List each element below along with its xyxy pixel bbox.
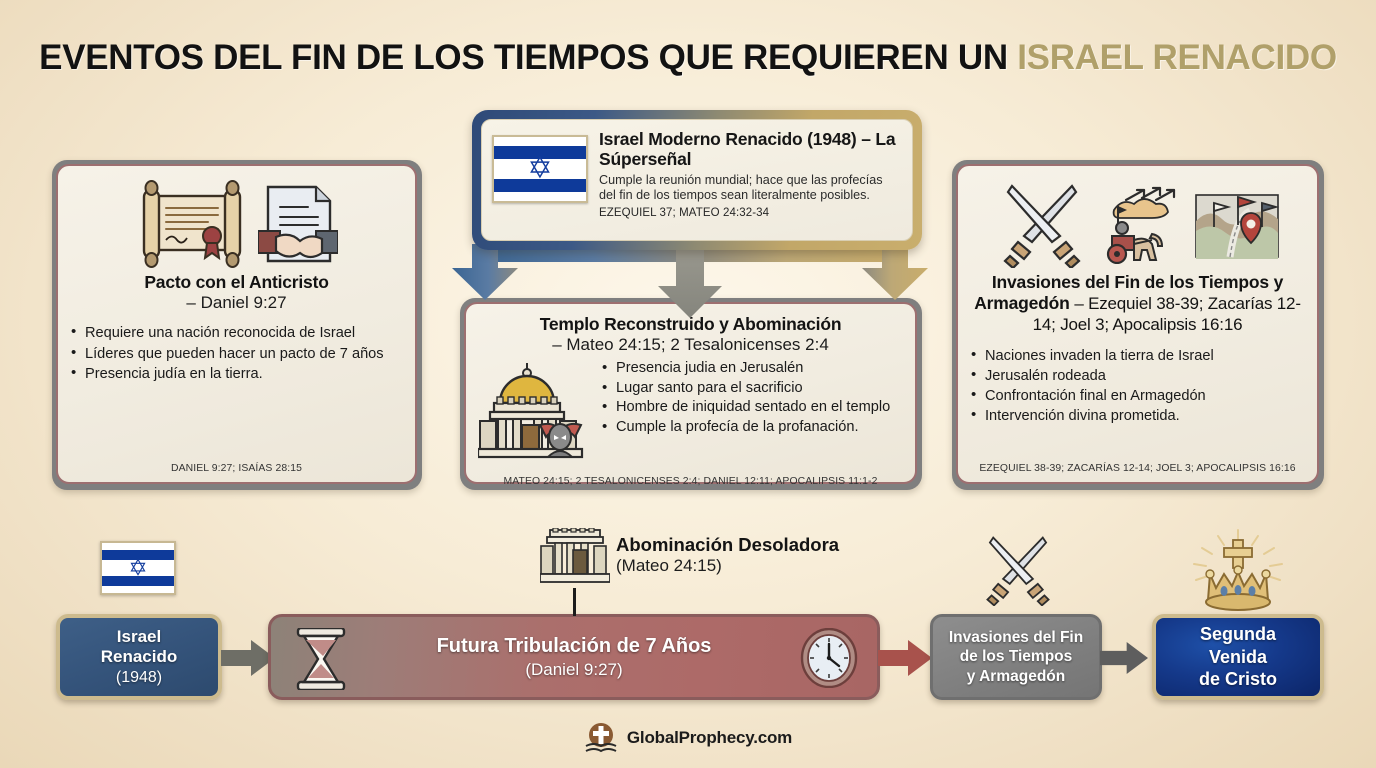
abomination-marker-line xyxy=(573,588,576,616)
abomination-title: Abominación Desoladora xyxy=(616,534,840,555)
footer-site-name: GlobalProphecy.com xyxy=(626,728,793,747)
card-heading: Invasiones del Fin de los Tiempos y Arma… xyxy=(970,272,1305,336)
timeline-invasiones-line2: de los Tiempos xyxy=(959,648,1073,666)
chariot-arrows-icon xyxy=(1106,186,1175,264)
hero-reference: EZEQUIEL 37; MATEO 24:32-34 xyxy=(599,206,770,219)
page-title-main: EVENTOS DEL FIN DE LOS TIEMPOS QUE REQUI… xyxy=(39,38,1018,77)
timeline-tribulation-label: Futura Tribulación de 7 Años xyxy=(436,634,712,657)
list-item: Requiere una nación reconocida de Israel xyxy=(70,322,403,343)
card-templo-reconstruido: Templo Reconstruido y Abominación – Mate… xyxy=(460,298,922,490)
map-flags-icon xyxy=(1194,194,1279,259)
footer: GlobalProphecy.com xyxy=(0,722,1376,754)
card-heading: Templo Reconstruido y Abominación xyxy=(539,314,842,334)
temple-dome-icon xyxy=(476,363,584,459)
timeline-invasiones-line3: y Armagedón xyxy=(966,667,1066,685)
list-item: Intervención divina prometida. xyxy=(970,405,1305,426)
card-bullets: Presencia judia en Jerusalén Lugar santo… xyxy=(594,358,903,438)
scroll-icon xyxy=(142,180,241,268)
card-bullets: Naciones invaden la tierra de Israel Jer… xyxy=(970,345,1305,457)
temple-icon xyxy=(540,528,610,583)
list-item: Naciones invaden la tierra de Israel xyxy=(970,345,1305,366)
list-item: Presencia judía en la tierra. xyxy=(70,363,403,384)
israel-flag-icon: ✡ xyxy=(492,135,588,203)
timeline-tribulation[interactable]: Futura Tribulación de 7 Años (Daniel 9:2… xyxy=(268,614,880,700)
timeline-arrow-3-icon xyxy=(1100,642,1148,674)
timeline-arrow-2-icon xyxy=(878,640,932,676)
demon-icon xyxy=(538,423,583,459)
hero-description: Cumple la reunión mundial; hace que las … xyxy=(599,172,883,203)
crown-cross-icon xyxy=(1193,529,1283,611)
list-item: Hombre de iniquidad sentado en el templo xyxy=(594,398,903,418)
timeline-israel-renacido[interactable]: Israel Renacido (1948) xyxy=(56,614,222,700)
hourglass-icon xyxy=(296,628,346,690)
globalprophecy-logo-icon xyxy=(585,723,617,753)
israel-flag-icon: ✡ xyxy=(100,541,176,595)
timeline-israel-year: (1948) xyxy=(115,668,163,686)
timeline-arrow-1-icon xyxy=(221,640,275,676)
card-heading: Pacto con el Anticristo xyxy=(144,272,329,292)
list-item: Lugar santo para el sacrificio xyxy=(594,378,903,399)
hero-title: Israel Moderno Renacido (1948) – La Súpe… xyxy=(599,129,896,170)
timeline-segunda-line1: Segunda xyxy=(1199,624,1276,645)
handshake-document-icon xyxy=(257,185,338,263)
list-item: Cumple la profecía de la profanación. xyxy=(594,417,903,438)
list-item: Presencia judia en Jerusalén xyxy=(594,358,903,379)
timeline-invasiones[interactable]: Invasiones del Fin de los Tiempos y Arma… xyxy=(930,614,1102,700)
card-invasiones-armagedon: Invasiones del Fin de los Tiempos y Arma… xyxy=(952,160,1324,490)
crossed-swords-icon xyxy=(1002,184,1081,268)
timeline-segunda-line3: de Cristo xyxy=(1198,669,1277,690)
card-subheading: – Mateo 24:15; 2 Tesalonicenses 2:4 xyxy=(552,335,829,354)
clock-icon xyxy=(800,628,858,688)
card-pacto-anticristo: Pacto con el Anticristo – Daniel 9:27 Re… xyxy=(52,160,422,490)
page-title-accent: ISRAEL RENACIDO xyxy=(1017,38,1337,77)
card-reference: DANIEL 9:27; ISAÍAS 28:15 xyxy=(171,463,302,474)
timeline-invasiones-line1: Invasiones del Fin xyxy=(948,628,1084,646)
card-subheading: – Ezequiel 38-39; Zacarías 12-14; Joel 3… xyxy=(1032,294,1301,335)
list-item: Jerusalén rodeada xyxy=(970,365,1305,386)
crossed-swords-icon xyxy=(986,536,1050,606)
timeline-segunda-line2: Venida xyxy=(1208,646,1267,667)
timeline-segunda-venida[interactable]: Segunda Venida de Cristo xyxy=(1152,614,1324,700)
abomination-label: Abominación Desoladora (Mateo 24:15) xyxy=(616,534,839,577)
abomination-reference: (Mateo 24:15) xyxy=(616,556,722,576)
card-reference: EZEQUIEL 38-39; ZACARÍAS 12-14; JOEL 3; … xyxy=(979,463,1296,474)
card-heading-text: Invasiones del Fin de los Tiempos y Arma… xyxy=(974,272,1284,313)
list-item: Confrontación final en Armagedón xyxy=(970,385,1305,406)
hero-israel-card: ✡ Israel Moderno Renacido (1948) – La Sú… xyxy=(472,110,922,250)
card-subheading: – Daniel 9:27 xyxy=(186,293,287,312)
card-bullets: Requiere una nación reconocida de Israel… xyxy=(70,322,403,457)
timeline-tribulation-reference: (Daniel 9:27) xyxy=(525,659,623,679)
timeline-israel-line1: Israel xyxy=(116,626,162,646)
card-reference: MATEO 24:15; 2 TESALONICENSES 2:4; DANIE… xyxy=(503,476,878,488)
list-item: Líderes que pueden hacer un pacto de 7 a… xyxy=(70,343,403,364)
timeline-israel-line2: Renacido xyxy=(100,647,178,667)
page-title: EVENTOS DEL FIN DE LOS TIEMPOS QUE REQUI… xyxy=(0,38,1376,78)
